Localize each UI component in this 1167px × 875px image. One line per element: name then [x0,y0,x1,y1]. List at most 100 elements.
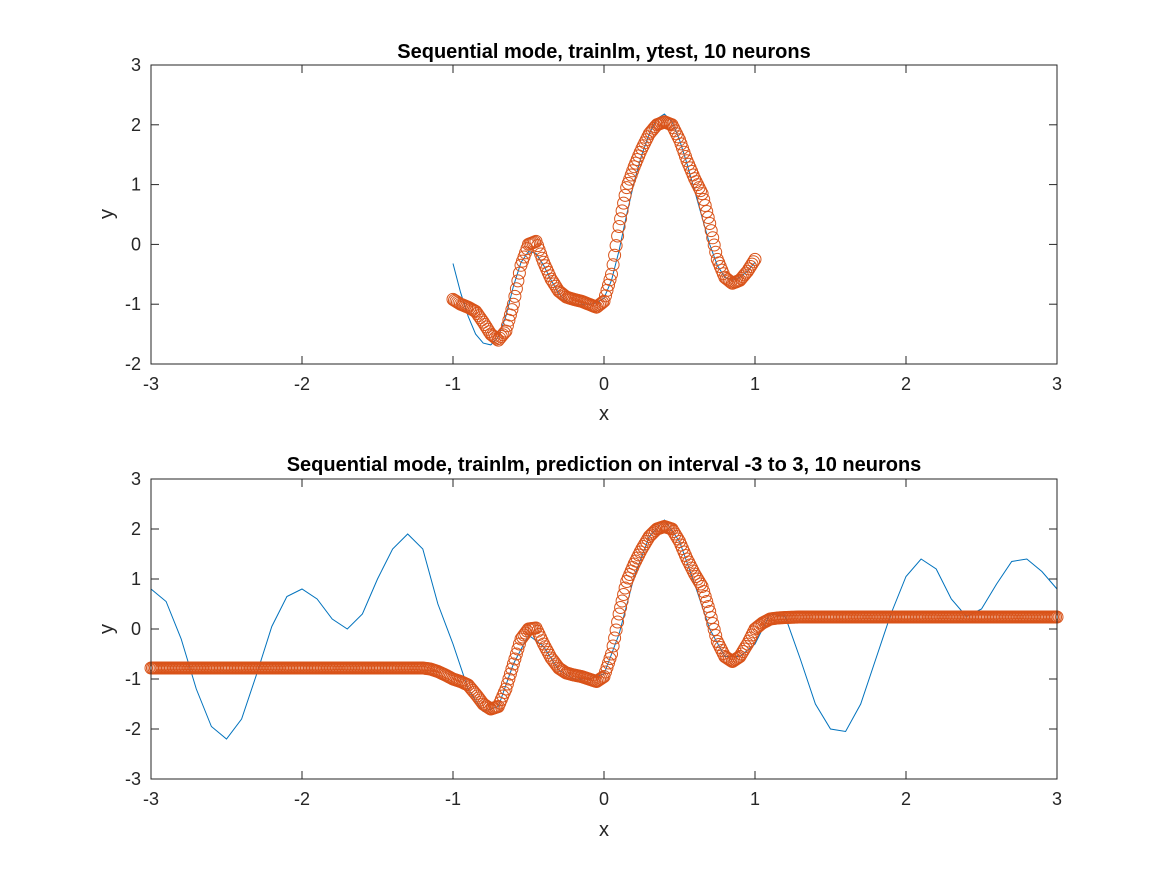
data-point [739,266,753,280]
data-point [697,193,711,206]
data-point [695,187,709,201]
data-point [709,629,723,642]
data-point [615,204,629,218]
data-point [700,205,714,218]
y-tick-label: 3 [131,55,141,75]
y-tick-label: 0 [131,619,141,639]
y-tick-label: 2 [131,519,141,539]
axes-box [150,478,1058,780]
data-point [505,303,519,317]
data-point [500,677,514,691]
x-tick-label: -2 [294,374,310,394]
data-point [685,561,699,575]
data-point [606,258,620,272]
data-point [594,672,608,685]
data-point [603,273,617,287]
data-point [701,211,715,224]
data-point [605,267,618,281]
y-tick-label: -2 [125,719,141,739]
data-point [473,311,487,325]
data-point [618,188,632,202]
y-axis-label: y [96,624,118,634]
data-point [748,252,762,266]
data-point [639,133,653,147]
x-tick-label: -3 [143,789,159,809]
data-point [469,304,483,318]
data-point [502,672,516,686]
data-point [630,551,644,565]
data-point [712,638,726,651]
data-point [707,623,721,636]
y-tick-label: 3 [131,469,141,489]
data-point [713,641,727,654]
data-point [692,181,706,195]
data-point [668,124,682,138]
data-point [703,217,717,230]
data-point [689,175,703,189]
chart-title: Sequential mode, trainlm, ytest, 10 neur… [397,41,810,63]
data-point [611,229,625,243]
data-point [555,663,569,677]
data-point [509,282,523,296]
data-point [704,224,718,238]
x-tick-label: -3 [143,374,159,394]
y-tick-label: -1 [125,669,141,689]
data-point [609,239,623,253]
data-point [506,657,520,671]
data-point [508,289,522,303]
data-point [700,595,714,608]
data-point [611,615,625,629]
data-point [627,557,641,571]
y-tick-label: -3 [125,769,141,789]
data-point [508,652,522,666]
data-point [671,130,685,144]
data-point [506,297,520,311]
data-point [475,313,489,327]
x-axis-label: x [599,819,609,841]
data-point [744,631,757,645]
data-point [688,172,702,186]
series-line [150,519,1058,740]
data-point [724,654,738,667]
data-point [509,647,523,661]
data-point [470,307,484,320]
y-axis-label: y [96,209,118,219]
data-point [615,594,629,608]
x-tick-label: 3 [1052,789,1062,809]
data-point [742,634,756,648]
y-tick-label: -1 [125,294,141,314]
x-axis-label: x [599,403,609,425]
x-tick-label: -2 [294,789,310,809]
x-tick-label: 2 [901,374,911,394]
data-point [608,248,622,262]
y-tick-label: 1 [131,175,141,195]
data-point [710,635,724,648]
data-point [609,623,623,637]
data-point [667,121,680,135]
x-tick-label: 3 [1052,374,1062,394]
plot-area [446,113,762,347]
data-point [741,637,754,651]
data-point [512,637,526,651]
data-point [505,662,519,676]
data-point [512,266,526,280]
data-point [635,142,649,156]
data-point [511,274,525,288]
data-point [703,605,717,618]
data-point [680,552,694,566]
data-point [605,647,618,661]
ticks: -3 -2 -1 0 1 2 3 -3 -2 -1 0 1 2 3 [125,469,1062,809]
data-point [511,642,525,656]
data-point [472,309,486,323]
data-point [704,611,718,624]
data-point [747,255,760,269]
data-point [499,682,513,696]
x-tick-label: 2 [901,789,911,809]
data-point [722,653,736,666]
data-point [503,667,517,681]
y-tick-label: 2 [131,115,141,135]
data-point [694,184,708,198]
data-point [612,607,626,621]
data-point [593,298,606,312]
